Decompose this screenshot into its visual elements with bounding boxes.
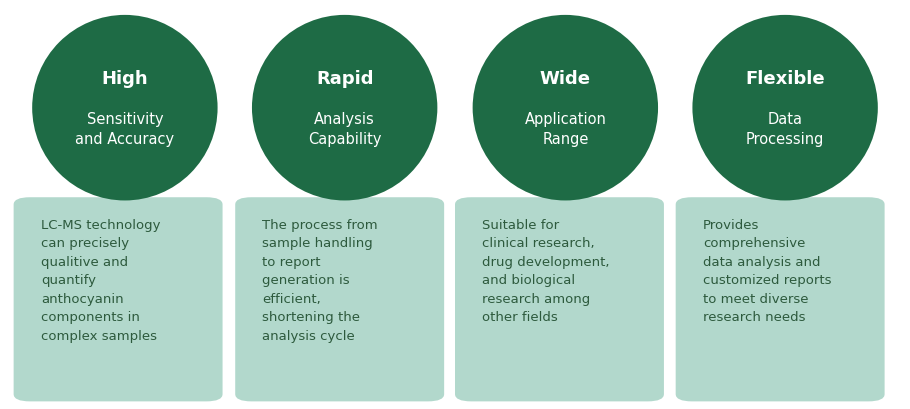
Text: Application
Range: Application Range [524, 112, 606, 147]
Text: Wide: Wide [540, 70, 591, 88]
Ellipse shape [693, 15, 878, 200]
Text: High: High [102, 70, 148, 88]
FancyBboxPatch shape [676, 197, 885, 401]
Text: Flexible: Flexible [745, 70, 825, 88]
FancyBboxPatch shape [455, 197, 664, 401]
Text: Analysis
Capability: Analysis Capability [308, 112, 381, 147]
Ellipse shape [252, 15, 438, 200]
Text: The process from
sample handling
to report
generation is
efficient,
shortening t: The process from sample handling to repo… [262, 219, 378, 343]
Text: Sensitivity
and Accuracy: Sensitivity and Accuracy [76, 112, 175, 147]
Text: Rapid: Rapid [316, 70, 373, 88]
Ellipse shape [472, 15, 658, 200]
Text: Data
Processing: Data Processing [746, 112, 824, 147]
FancyBboxPatch shape [235, 197, 444, 401]
FancyBboxPatch shape [14, 197, 223, 401]
Ellipse shape [32, 15, 217, 200]
Text: Suitable for
clinical research,
drug development,
and biological
research among
: Suitable for clinical research, drug dev… [482, 219, 610, 324]
Text: Provides
comprehensive
data analysis and
customized reports
to meet diverse
rese: Provides comprehensive data analysis and… [703, 219, 832, 324]
Text: LC-MS technology
can precisely
qualitive and
quantify
anthocyanin
components in
: LC-MS technology can precisely qualitive… [41, 219, 160, 343]
